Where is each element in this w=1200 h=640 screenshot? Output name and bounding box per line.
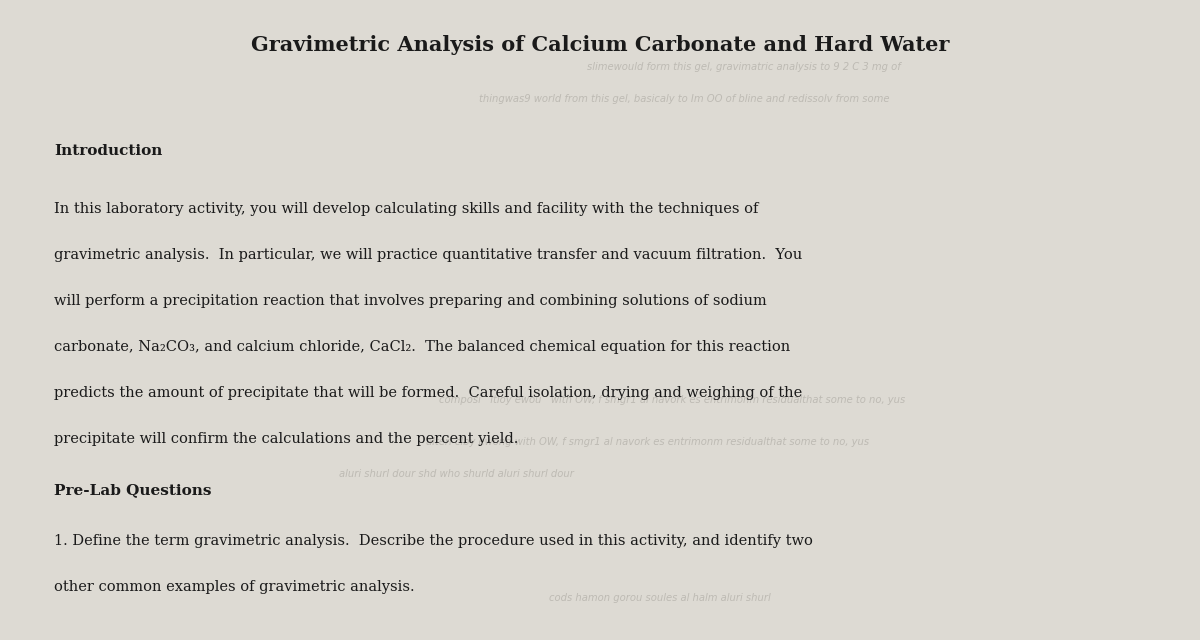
Text: Gravimetric Analysis of Calcium Carbonate and Hard Water: Gravimetric Analysis of Calcium Carbonat… <box>251 35 949 55</box>
Text: cods hamon gorou soules al halm aluri shurl: cods hamon gorou soules al halm aluri sh… <box>550 593 770 604</box>
Text: composi   itloy ewou   with OW, f smgr1 al navork es entrimonm residualthat some: composi itloy ewou with OW, f smgr1 al n… <box>439 395 905 405</box>
Text: Introduction: Introduction <box>54 144 162 158</box>
Text: gravimetric analysis.  In particular, we will practice quantitative transfer and: gravimetric analysis. In particular, we … <box>54 248 803 262</box>
Text: carbonate, Na₂CO₃, and calcium chloride, CaCl₂.  The balanced chemical equation : carbonate, Na₂CO₃, and calcium chloride,… <box>54 340 791 354</box>
Text: alteri clby ewong with OW, f smgr1 al navork es entrimonm residualthat some to n: alteri clby ewong with OW, f smgr1 al na… <box>426 436 870 447</box>
Text: slimewould form this gel, gravimatric analysis to 9 2 C 3 mg of: slimewould form this gel, gravimatric an… <box>587 62 901 72</box>
Text: Pre-Lab Questions: Pre-Lab Questions <box>54 483 211 497</box>
Text: thingwas9 world from this gel, basicaly to Im OO of bline and redissolv from som: thingwas9 world from this gel, basicaly … <box>479 94 889 104</box>
Text: In this laboratory activity, you will develop calculating skills and facility wi: In this laboratory activity, you will de… <box>54 202 758 216</box>
Text: precipitate will confirm the calculations and the percent yield.: precipitate will confirm the calculation… <box>54 432 518 446</box>
Text: 1. Define the term gravimetric analysis.  Describe the procedure used in this ac: 1. Define the term gravimetric analysis.… <box>54 534 812 548</box>
Text: will perform a precipitation reaction that involves preparing and combining solu: will perform a precipitation reaction th… <box>54 294 767 308</box>
Text: predicts the amount of precipitate that will be formed.  Careful isolation, dryi: predicts the amount of precipitate that … <box>54 386 803 400</box>
Text: aluri shurl dour shd who shurld aluri shurl dour: aluri shurl dour shd who shurld aluri sh… <box>338 468 574 479</box>
Text: other common examples of gravimetric analysis.: other common examples of gravimetric ana… <box>54 580 415 595</box>
